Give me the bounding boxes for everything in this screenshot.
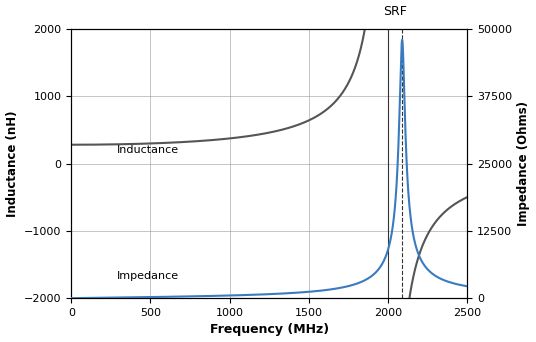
Text: Impedance: Impedance — [117, 271, 180, 281]
Text: SRF: SRF — [383, 5, 407, 18]
X-axis label: Frequency (MHz): Frequency (MHz) — [210, 324, 329, 337]
Text: Inductance: Inductance — [117, 145, 180, 155]
Y-axis label: Inductance (nH): Inductance (nH) — [5, 110, 19, 217]
Y-axis label: Impedance (Ohms): Impedance (Ohms) — [517, 101, 531, 226]
